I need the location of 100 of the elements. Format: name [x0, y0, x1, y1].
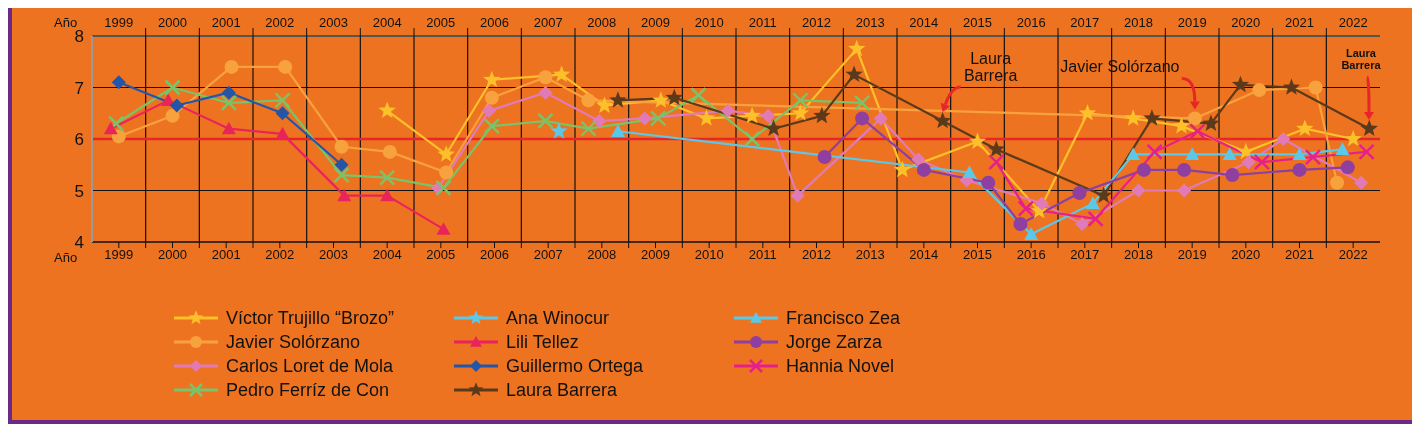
point: [382, 144, 397, 159]
x2-tick-label: 1999: [104, 15, 134, 30]
x-tick-label: 2016: [1016, 247, 1046, 263]
annotation: Laura Barrera: [1341, 46, 1382, 71]
x2-tick-label: 2012: [802, 15, 831, 30]
point: [1296, 119, 1314, 137]
point: [537, 112, 554, 130]
point: [1304, 148, 1322, 166]
point: [1241, 155, 1256, 170]
x2-tick-label: 2021: [1285, 15, 1314, 30]
point: [743, 106, 761, 124]
y-tick-label: 8: [74, 27, 84, 47]
x-tick-label: 2003: [319, 247, 348, 263]
point: [334, 139, 349, 154]
point: [962, 165, 977, 179]
point: [275, 106, 290, 121]
point: [1085, 196, 1100, 209]
x2-axis-title: Año: [54, 15, 78, 30]
x2-tick-label: 2017: [1070, 15, 1100, 30]
point: [1202, 114, 1220, 131]
point: [221, 85, 236, 100]
x2-tick-label: 2022: [1338, 15, 1368, 30]
x2-tick-label: 2002: [265, 15, 295, 30]
x-tick-label: 2012: [802, 247, 831, 263]
point: [1330, 175, 1345, 190]
point: [221, 121, 236, 135]
point: [1131, 183, 1146, 198]
x2-tick-label: 2020: [1231, 15, 1261, 30]
x-tick-label: 2007: [533, 247, 563, 263]
point: [792, 92, 809, 109]
point: [761, 108, 776, 123]
y-tick-label: 4: [74, 233, 84, 253]
point: [1308, 80, 1323, 95]
legend-label: Laura Barrera: [506, 379, 618, 401]
point: [1124, 109, 1142, 126]
x-tick-label: 2014: [909, 247, 939, 263]
point: [848, 39, 866, 57]
point: [1252, 83, 1267, 98]
x2-tick-label: 2018: [1124, 15, 1153, 30]
legend-label: Jorge Zarza: [786, 331, 883, 353]
point: [111, 75, 126, 90]
x2-tick-label: 2008: [587, 15, 617, 30]
point: [334, 157, 349, 172]
point: [436, 222, 451, 235]
x-tick-label: 2022: [1338, 247, 1368, 263]
point: [855, 111, 870, 126]
point: [813, 106, 831, 124]
x-tick-label: 2010: [694, 247, 724, 263]
point: [1075, 216, 1090, 231]
point: [968, 132, 987, 149]
legend-label: Pedro Ferríz de Con: [226, 379, 390, 401]
x-tick-label: 2020: [1231, 247, 1261, 263]
point: [916, 162, 931, 177]
x2-tick-label: 2005: [426, 15, 456, 30]
point: [911, 152, 926, 167]
x-tick-label: 2018: [1124, 247, 1153, 263]
x2-tick-label: 2007: [533, 15, 563, 30]
point: [853, 94, 871, 112]
point: [1354, 175, 1369, 190]
x-tick-label: 1999: [104, 247, 134, 263]
point: [665, 88, 683, 106]
point: [224, 59, 239, 74]
x-tick-label: 2001: [211, 247, 241, 263]
point: [1292, 147, 1307, 161]
x2-tick-label: 2014: [909, 15, 939, 30]
point: [538, 70, 553, 85]
point: [378, 169, 396, 186]
point: [1078, 104, 1097, 121]
point: [437, 145, 455, 162]
point: [609, 91, 627, 108]
point: [1335, 142, 1350, 155]
point: [165, 108, 180, 123]
x-tick-label: 2000: [158, 247, 187, 263]
point: [1237, 142, 1255, 160]
point: [378, 101, 396, 119]
x-tick-label: 2021: [1285, 247, 1314, 263]
point: [1013, 216, 1028, 231]
x2-tick-label: 2001: [211, 15, 241, 30]
point: [1231, 75, 1250, 93]
point: [1360, 119, 1378, 137]
point: [1276, 132, 1291, 146]
point: [1358, 143, 1375, 161]
x2-tick-label: 2000: [158, 15, 187, 30]
point: [439, 165, 454, 180]
point: [845, 65, 863, 82]
point: [791, 104, 810, 121]
point: [1072, 186, 1087, 201]
point: [790, 188, 805, 203]
x2-tick-label: 2019: [1177, 15, 1207, 30]
x2-tick-label: 2010: [694, 15, 724, 30]
point: [169, 98, 184, 113]
point: [1136, 162, 1151, 177]
x-tick-label: 2008: [587, 247, 617, 263]
legend-label: Guillermo Ortega: [506, 355, 644, 377]
point: [482, 103, 497, 118]
point: [652, 91, 670, 108]
legend-label: Carlos Loret de Mola: [226, 355, 394, 377]
x-tick-label: 2011: [748, 247, 777, 263]
y-tick-label: 5: [74, 181, 84, 201]
x-axis-title: Año: [54, 250, 78, 265]
